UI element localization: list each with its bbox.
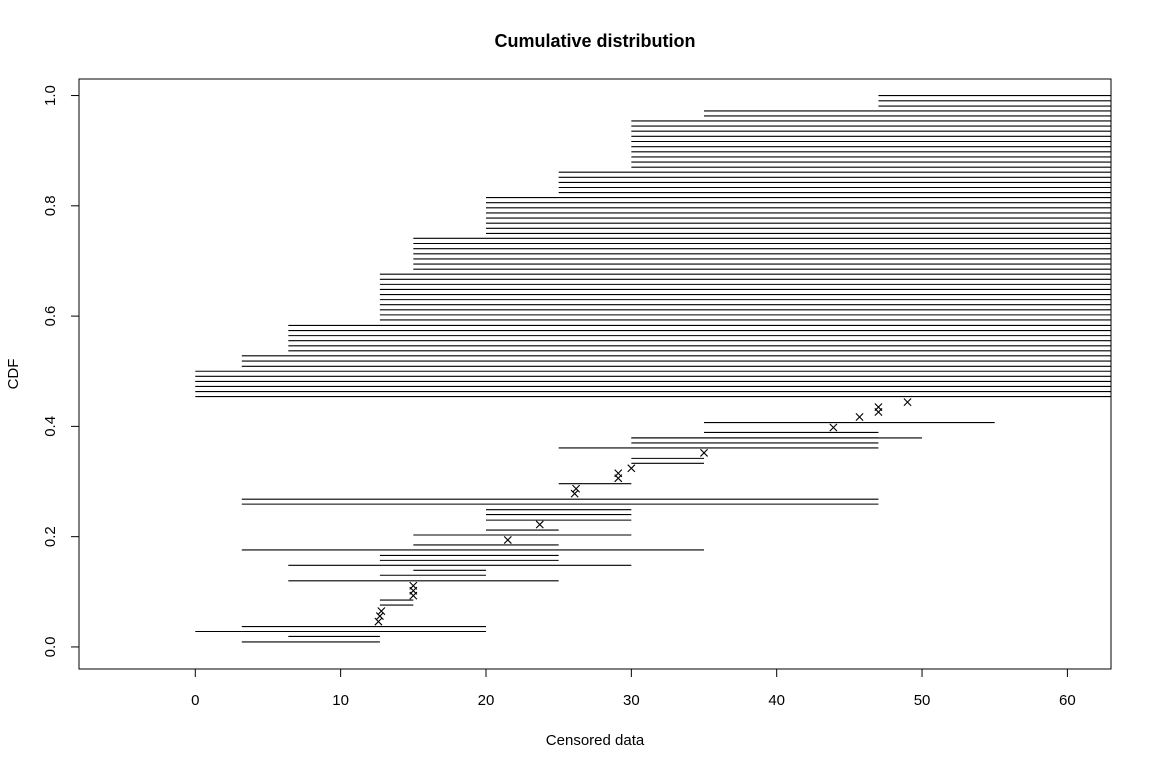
chart-title: Cumulative distribution [494,31,695,51]
data-point [855,413,864,421]
y-axis-label: CDF [5,359,22,390]
y-tick-label: 1.0 [42,85,59,106]
data-point [374,617,383,626]
x-tick-label: 10 [332,692,349,709]
data-point [572,484,581,493]
y-tick-label: 0.4 [42,416,59,437]
data-point [874,403,883,412]
x-tick-label: 50 [914,692,931,709]
data-point [627,464,636,473]
data-point [700,448,709,457]
data-point [829,423,838,432]
x-axis-label: Censored data [546,732,645,749]
data-point [377,607,386,616]
y-axis: 0.0 0.2 0.4 0.6 0.8 1.0 [42,85,80,658]
y-tick-label: 0.6 [42,306,59,327]
interval-segments-layer [195,94,1111,643]
points-layer [374,398,912,626]
y-tick-label: 0.2 [42,526,59,547]
x-tick-label: 40 [768,692,785,709]
data-point [903,398,912,407]
data-point [535,520,544,529]
y-tick-label: 0.0 [42,637,59,658]
data-point [409,581,418,590]
x-axis: 0 10 20 30 40 50 60 [191,668,1076,709]
x-tick-label: 60 [1059,692,1076,709]
data-point [570,489,579,498]
data-point [375,612,384,621]
y-tick-label: 0.8 [42,195,59,216]
x-tick-label: 30 [623,692,640,709]
x-tick-label: 20 [478,692,495,709]
x-tick-label: 0 [191,692,199,709]
data-point [614,469,623,478]
data-point [503,535,512,544]
